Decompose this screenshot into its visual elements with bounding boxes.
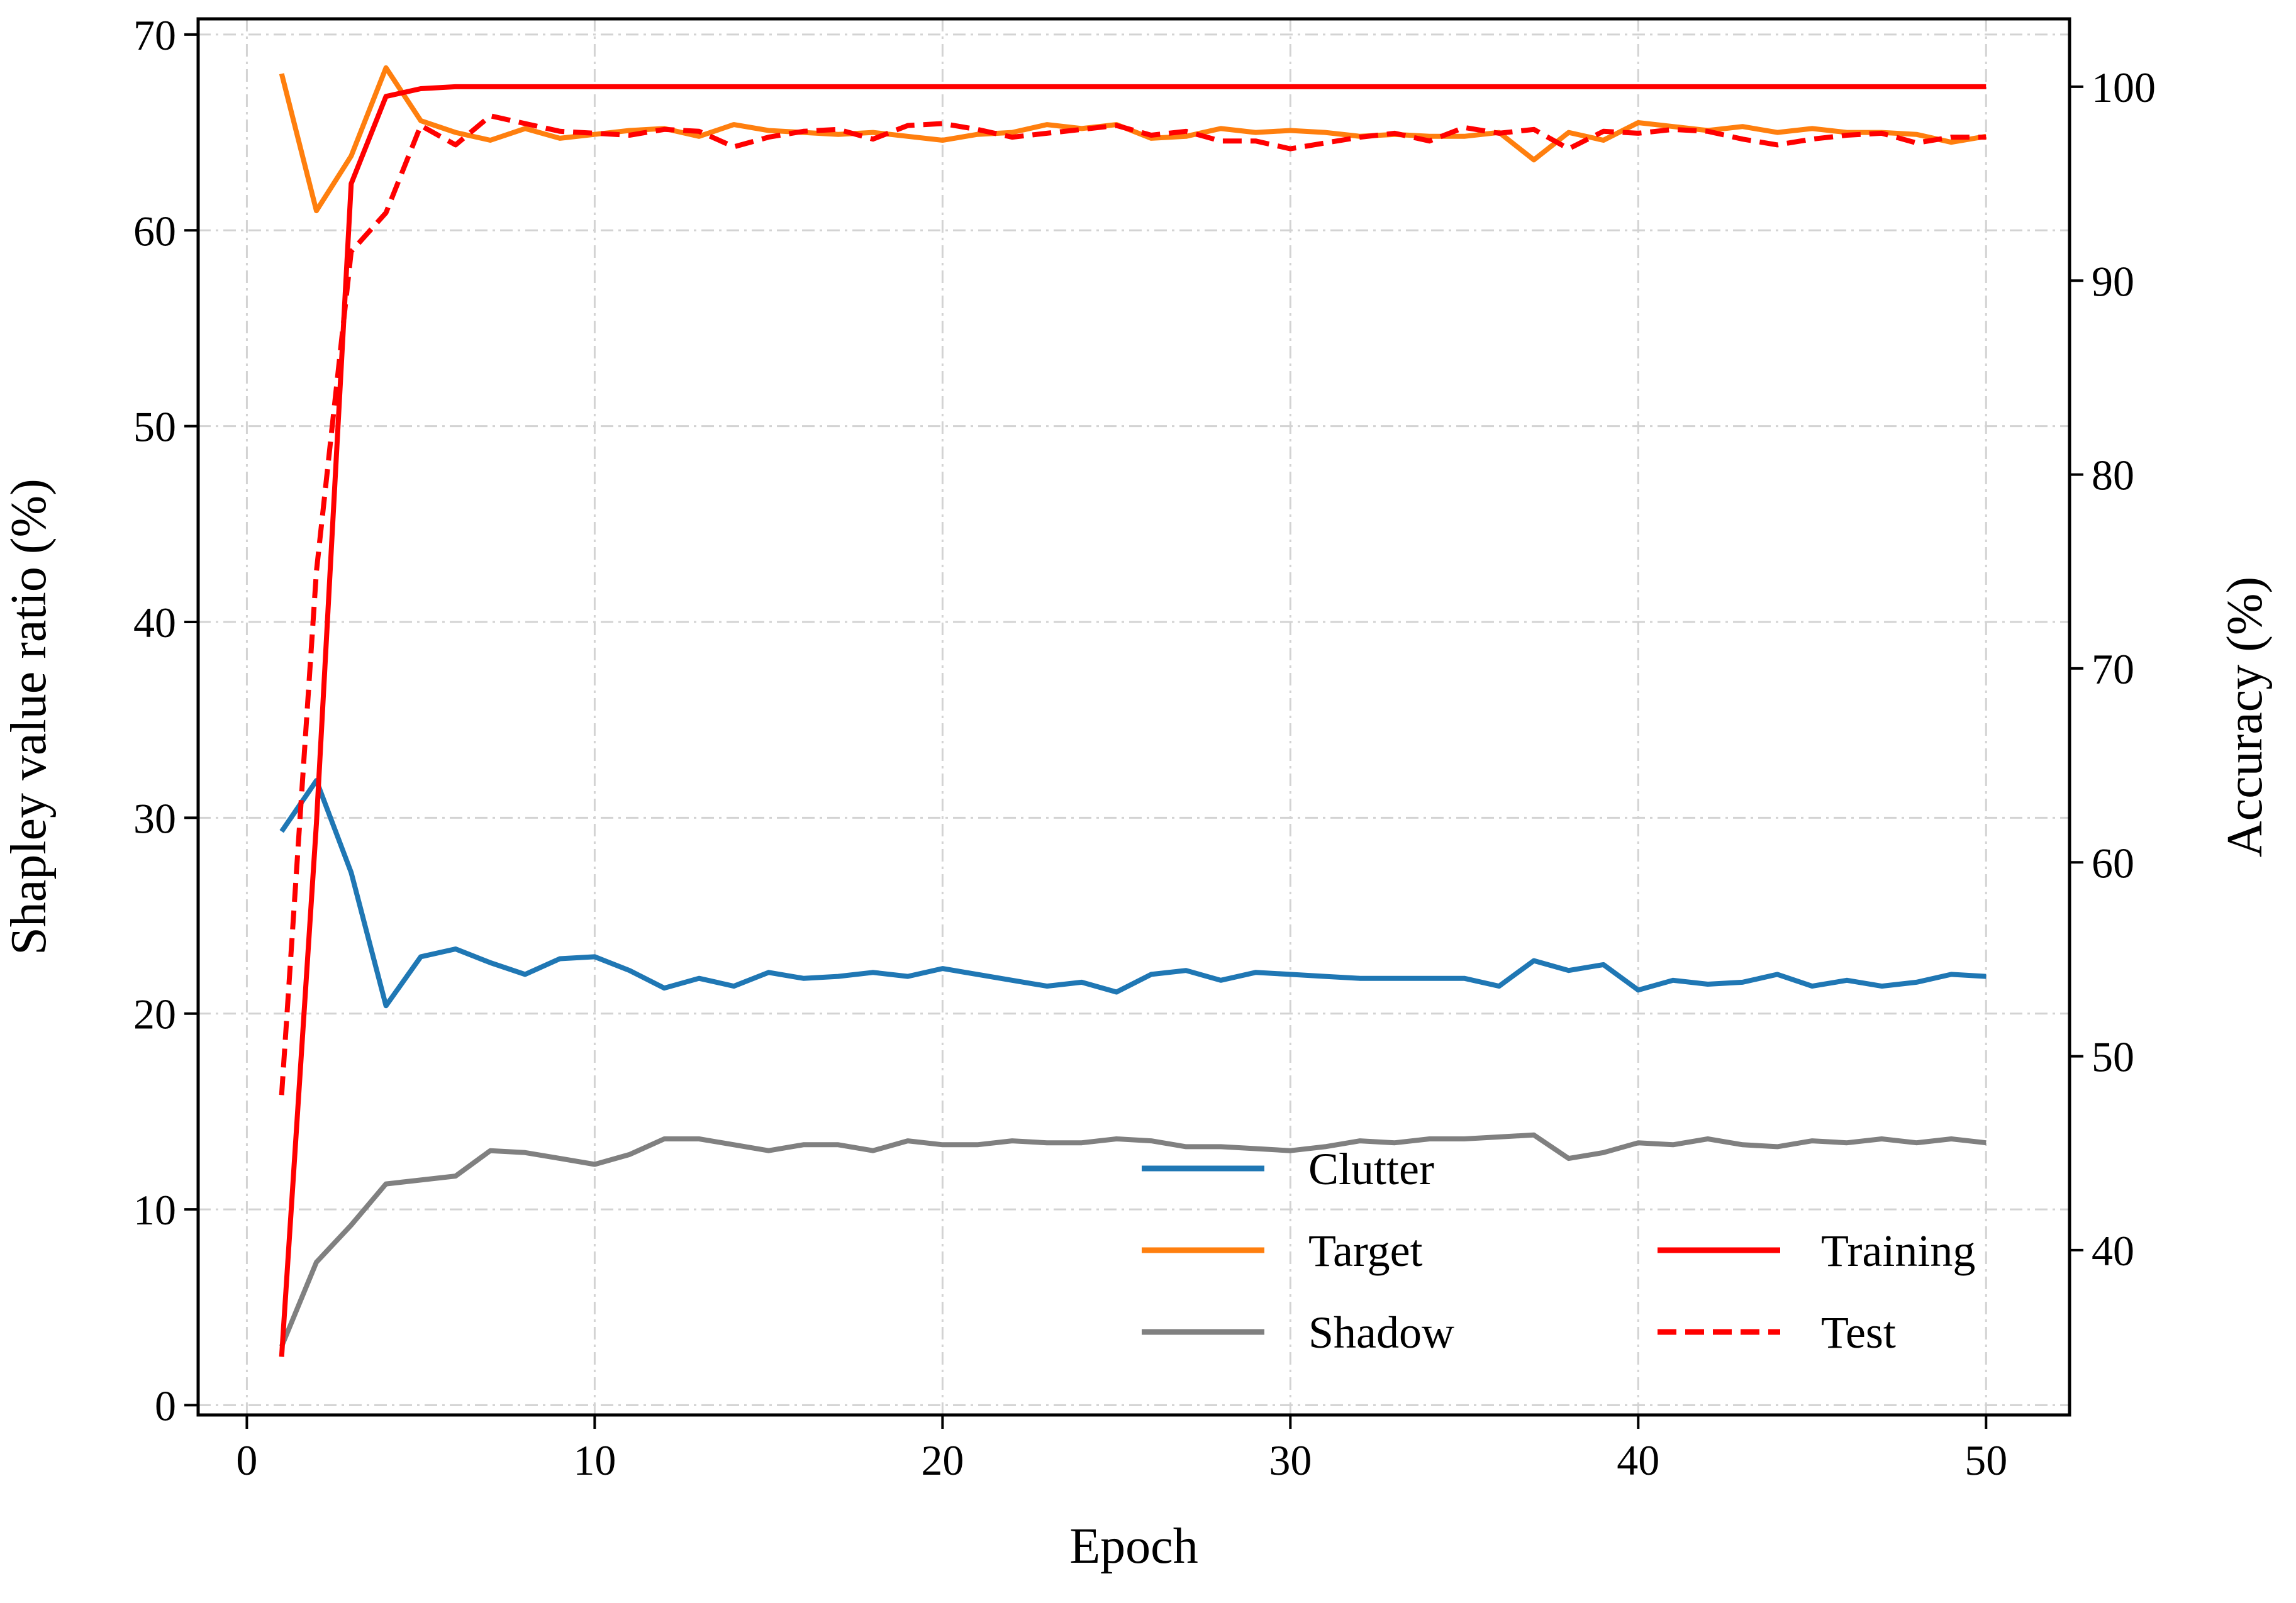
y-tick-label: 70 <box>133 11 176 59</box>
x-tick-label: 50 <box>1964 1436 2007 1484</box>
legend-label-target: Target <box>1308 1226 1423 1276</box>
series-line-shadow <box>279 1132 1987 1348</box>
y2-tick-label: 80 <box>2092 452 2134 499</box>
y-tick-label: 20 <box>133 990 176 1038</box>
x-tick-label: 0 <box>236 1436 257 1484</box>
y2-tick-label: 100 <box>2092 64 2156 111</box>
legend-label-clutter: Clutter <box>1308 1144 1434 1194</box>
y-tick-label: 0 <box>155 1382 176 1429</box>
y2-tick-label: 40 <box>2092 1227 2134 1275</box>
legend-label-training: Training <box>1821 1226 1975 1276</box>
y-tick-label: 50 <box>133 403 176 451</box>
y-tick-label: 30 <box>133 794 176 842</box>
x-axis-label: Epoch <box>1069 1519 1198 1574</box>
y-tick-label: 10 <box>133 1186 176 1234</box>
x-tick-label: 30 <box>1269 1436 1312 1484</box>
y2-tick-label: 50 <box>2092 1033 2134 1081</box>
y2-tick-label: 60 <box>2092 839 2134 887</box>
series-group <box>279 65 1987 1357</box>
grid <box>198 19 2070 1415</box>
series-line-test <box>279 113 1987 1095</box>
y-axis-left-ticks: 0 10 20 30 40 50 60 70 <box>133 11 198 1429</box>
y-axis-right-ticks: 40 50 60 70 80 90 100 <box>2070 64 2156 1275</box>
series-line-target <box>279 65 1987 214</box>
legend-label-shadow: Shadow <box>1308 1307 1454 1358</box>
x-tick-label: 20 <box>921 1436 964 1484</box>
series-line-clutter <box>279 778 1987 1009</box>
legend-label-test: Test <box>1821 1307 1896 1358</box>
y2-tick-label: 70 <box>2092 645 2134 693</box>
y2-tick-label: 90 <box>2092 257 2134 305</box>
series-line-training <box>279 84 1987 1357</box>
x-axis-ticks: 0 10 20 30 40 50 <box>236 1415 2007 1484</box>
plot-frame <box>196 17 2071 1417</box>
x-tick-label: 10 <box>573 1436 616 1484</box>
x-tick-label: 40 <box>1617 1436 1659 1484</box>
axes-frame <box>196 17 2071 1417</box>
y-tick-label: 60 <box>133 207 176 255</box>
y-tick-label: 40 <box>133 599 176 646</box>
legend: Clutter Target Shadow Training Test <box>1142 1144 1975 1358</box>
y-axis-right-label: Accuracy (%) <box>2217 577 2273 857</box>
y-axis-left-label: Shapley value ratio (%) <box>1 479 57 955</box>
